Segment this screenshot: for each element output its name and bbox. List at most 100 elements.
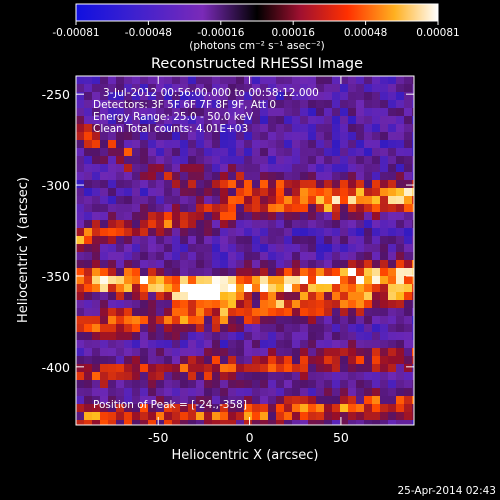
heatmap-cell bbox=[188, 140, 196, 148]
heatmap-cell bbox=[260, 116, 268, 124]
heatmap-cell bbox=[84, 388, 92, 396]
heatmap-cell bbox=[364, 300, 372, 308]
heatmap-cell bbox=[316, 324, 324, 332]
heatmap-cell bbox=[204, 164, 212, 172]
heatmap-cell bbox=[332, 76, 340, 84]
heatmap-cell bbox=[172, 236, 180, 244]
heatmap-cell bbox=[388, 164, 396, 172]
heatmap-cell bbox=[412, 284, 414, 292]
heatmap-cell bbox=[84, 212, 92, 220]
heatmap-cell bbox=[164, 396, 172, 404]
heatmap-cell bbox=[340, 308, 348, 316]
heatmap-cell bbox=[316, 380, 324, 388]
heatmap-cell bbox=[404, 92, 412, 100]
heatmap-cell bbox=[284, 244, 292, 252]
heatmap-cell bbox=[292, 340, 300, 348]
heatmap-cell bbox=[228, 324, 236, 332]
heatmap-cell bbox=[212, 188, 220, 196]
heatmap-cell bbox=[380, 316, 388, 324]
heatmap-cell bbox=[236, 284, 244, 292]
heatmap-cell bbox=[300, 284, 308, 292]
heatmap-cell bbox=[268, 308, 276, 316]
heatmap-cell bbox=[300, 260, 308, 268]
heatmap-cell bbox=[228, 308, 236, 316]
heatmap-cell bbox=[180, 348, 188, 356]
heatmap-cell bbox=[164, 236, 172, 244]
heatmap-cell bbox=[388, 180, 396, 188]
heatmap-cell bbox=[364, 332, 372, 340]
heatmap-cell bbox=[412, 260, 414, 268]
heatmap-cell bbox=[228, 412, 236, 420]
heatmap-cell bbox=[204, 84, 212, 92]
heatmap-cell bbox=[244, 284, 252, 292]
heatmap-cell bbox=[260, 148, 268, 156]
heatmap-cell bbox=[108, 348, 116, 356]
heatmap-cell bbox=[156, 276, 164, 284]
heatmap-cell bbox=[364, 204, 372, 212]
heatmap-cell bbox=[260, 348, 268, 356]
heatmap-cell bbox=[204, 380, 212, 388]
heatmap-cell bbox=[348, 108, 356, 116]
heatmap-cell bbox=[340, 212, 348, 220]
heatmap-cell bbox=[412, 396, 414, 404]
heatmap-cell bbox=[212, 228, 220, 236]
heatmap-cell bbox=[388, 420, 396, 425]
heatmap-cell bbox=[100, 356, 108, 364]
heatmap-cell bbox=[292, 364, 300, 372]
heatmap-cell bbox=[228, 164, 236, 172]
heatmap-cell bbox=[268, 164, 276, 172]
heatmap-cell bbox=[308, 100, 316, 108]
heatmap-cell bbox=[188, 180, 196, 188]
heatmap-cell bbox=[140, 156, 148, 164]
heatmap-cell bbox=[76, 244, 84, 252]
heatmap-cell bbox=[196, 396, 204, 404]
heatmap-cell bbox=[124, 204, 132, 212]
heatmap-cell bbox=[356, 332, 364, 340]
heatmap-cell bbox=[332, 348, 340, 356]
heatmap-cell bbox=[92, 348, 100, 356]
heatmap-cell bbox=[340, 332, 348, 340]
heatmap-cell bbox=[116, 380, 124, 388]
heatmap-cell bbox=[324, 412, 332, 420]
heatmap-cell bbox=[252, 84, 260, 92]
heatmap-cell bbox=[348, 84, 356, 92]
heatmap-cell bbox=[412, 252, 414, 260]
heatmap-cell bbox=[148, 156, 156, 164]
heatmap-cell bbox=[76, 420, 84, 425]
heatmap-cell bbox=[76, 108, 84, 116]
heatmap-cell bbox=[260, 156, 268, 164]
heatmap-cell bbox=[412, 228, 414, 236]
heatmap-cell bbox=[380, 340, 388, 348]
heatmap-cell bbox=[212, 380, 220, 388]
heatmap-cell bbox=[372, 76, 380, 84]
heatmap-cell bbox=[180, 228, 188, 236]
heatmap-cell bbox=[332, 356, 340, 364]
heatmap-cell bbox=[252, 260, 260, 268]
heatmap-cell bbox=[132, 188, 140, 196]
heatmap-cell bbox=[364, 380, 372, 388]
heatmap-cell bbox=[388, 276, 396, 284]
heatmap-cell bbox=[372, 356, 380, 364]
heatmap-cell bbox=[148, 180, 156, 188]
heatmap-cell bbox=[380, 124, 388, 132]
heatmap-cell bbox=[260, 132, 268, 140]
heatmap-cell bbox=[332, 100, 340, 108]
heatmap-cell bbox=[180, 340, 188, 348]
heatmap-cell bbox=[148, 356, 156, 364]
heatmap-cell bbox=[108, 220, 116, 228]
heatmap-cell bbox=[76, 340, 84, 348]
heatmap-cell bbox=[412, 372, 414, 380]
heatmap-cell bbox=[212, 284, 220, 292]
heatmap-cell bbox=[308, 316, 316, 324]
heatmap-cell bbox=[180, 236, 188, 244]
heatmap-cell bbox=[332, 380, 340, 388]
heatmap-cell bbox=[132, 332, 140, 340]
heatmap-cell bbox=[356, 244, 364, 252]
heatmap-cell bbox=[324, 316, 332, 324]
heatmap-cell bbox=[396, 412, 404, 420]
heatmap-cell bbox=[196, 412, 204, 420]
heatmap-cell bbox=[404, 372, 412, 380]
heatmap-cell bbox=[244, 244, 252, 252]
heatmap-cell bbox=[340, 388, 348, 396]
heatmap-cell bbox=[212, 108, 220, 116]
